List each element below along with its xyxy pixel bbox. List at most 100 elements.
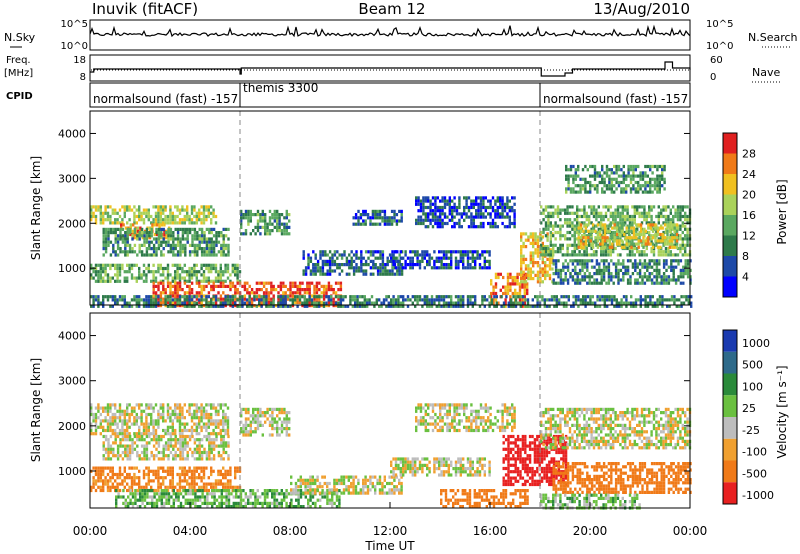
- heatmap-cell: [651, 223, 655, 227]
- heatmap-cell: [219, 419, 222, 423]
- heatmap-cell: [119, 247, 122, 251]
- heatmap-cell: [681, 237, 684, 241]
- heatmap-cell: [620, 229, 624, 233]
- heatmap-cell: [609, 250, 612, 254]
- heatmap-cell: [288, 232, 291, 236]
- heatmap-cell: [162, 416, 165, 420]
- heatmap-cell: [142, 432, 146, 436]
- heatmap-cell: [416, 259, 419, 263]
- heatmap-cell: [131, 447, 134, 451]
- heatmap-cell: [433, 266, 436, 270]
- heatmap-cell: [634, 278, 637, 282]
- heatmap-cell: [183, 218, 186, 222]
- heatmap-cell: [614, 246, 617, 251]
- heatmap-cell: [166, 403, 170, 407]
- heatmap-cell: [205, 237, 209, 241]
- heatmap-cell: [124, 447, 127, 451]
- heatmap-cell: [557, 268, 560, 272]
- heatmap-cell: [520, 261, 523, 265]
- heatmap-cell: [597, 221, 600, 225]
- heatmap-cell: [644, 174, 647, 178]
- heatmap-cell: [176, 273, 179, 277]
- heatmap-cell: [219, 304, 222, 308]
- heatmap-cell: [210, 279, 213, 283]
- heatmap-cell: [148, 234, 151, 238]
- heatmap-cell: [598, 304, 602, 308]
- heatmap-cell: [494, 209, 497, 213]
- heatmap-cell: [116, 432, 119, 436]
- heatmap-cell: [642, 298, 645, 302]
- heatmap-cell: [625, 239, 628, 243]
- heatmap-cell: [626, 205, 629, 209]
- heatmap-cell: [594, 229, 597, 233]
- heatmap-cell: [584, 190, 587, 194]
- heatmap-cell: [174, 403, 177, 407]
- heatmap-cell: [658, 301, 662, 305]
- heatmap-cell: [190, 276, 194, 280]
- heatmap-cell: [577, 245, 580, 249]
- heatmap-cell: [164, 454, 168, 458]
- heatmap-cell: [222, 243, 225, 247]
- heatmap-cell: [227, 227, 230, 231]
- heatmap-cell: [157, 450, 161, 455]
- heatmap-cell: [653, 164, 657, 169]
- heatmap-cell: [679, 250, 682, 254]
- heatmap-cell: [557, 275, 560, 279]
- noise-right-tick-low: 10^0: [706, 41, 733, 52]
- heatmap-cell: [102, 276, 105, 280]
- heatmap-cell: [157, 422, 160, 426]
- heatmap-cell: [589, 180, 592, 185]
- heatmap-cell: [544, 245, 547, 249]
- heatmap-cell: [589, 239, 592, 243]
- heatmap-cell: [552, 211, 555, 215]
- heatmap-cell: [471, 266, 474, 270]
- heatmap-cell: [140, 457, 144, 461]
- heatmap-cell: [388, 222, 391, 226]
- heatmap-cell: [621, 205, 624, 209]
- heatmap-cell: [658, 190, 661, 194]
- heatmap-cell: [224, 422, 227, 426]
- heatmap-cell: [130, 304, 134, 308]
- heatmap-cell: [114, 253, 117, 257]
- heatmap-cell: [224, 266, 227, 271]
- heatmap-cell: [544, 270, 547, 274]
- heatmap-cell: [222, 428, 225, 433]
- heatmap-cell: [379, 250, 382, 254]
- heatmap-cell: [649, 190, 652, 194]
- heatmap-cell: [121, 205, 124, 209]
- heatmap-cell: [217, 284, 220, 288]
- heatmap-cell: [179, 240, 182, 244]
- heatmap-cell: [644, 242, 648, 246]
- heatmap-cell: [90, 425, 93, 429]
- heatmap-cell: [649, 168, 652, 172]
- heatmap-cell: [337, 297, 340, 301]
- heatmap-cell: [451, 209, 454, 213]
- heatmap-cell: [390, 256, 393, 260]
- heatmap-cell: [673, 245, 676, 249]
- heatmap-cell: [684, 268, 687, 272]
- heatmap-cell: [136, 229, 140, 233]
- power-panel-frame: [89, 110, 691, 306]
- heatmap-cell: [145, 273, 148, 277]
- heatmap-cell: [334, 304, 338, 308]
- heatmap-cell: [202, 425, 206, 429]
- heatmap-cell: [478, 266, 482, 270]
- heatmap-cell: [157, 412, 160, 417]
- heatmap-cell: [326, 272, 329, 276]
- heatmap-cell: [94, 270, 98, 274]
- heatmap-cell: [587, 229, 590, 233]
- heatmap-cell: [226, 416, 230, 420]
- heatmap-cell: [475, 202, 478, 206]
- heatmap-cell: [376, 272, 380, 276]
- heatmap-cell: [314, 269, 317, 273]
- heatmap-cell: [687, 295, 690, 299]
- heatmap-cell: [430, 301, 434, 305]
- heatmap-cell: [193, 273, 196, 277]
- heatmap-cell: [193, 403, 196, 407]
- heatmap-cell: [497, 301, 500, 305]
- heatmap-cell: [521, 282, 524, 286]
- heatmap-cell: [188, 273, 191, 277]
- heatmap-cell: [224, 270, 227, 274]
- heatmap-cell: [193, 208, 196, 212]
- power-colorbar-tick: 24: [742, 168, 756, 181]
